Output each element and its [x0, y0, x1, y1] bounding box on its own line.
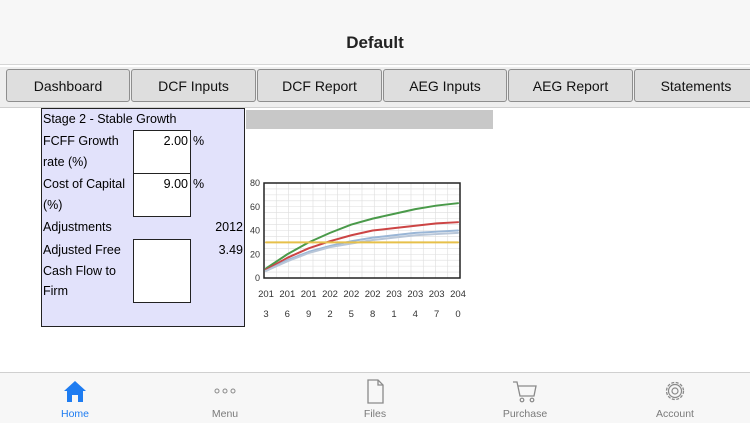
bottom-tab-bar: Home Menu Files Purchase Account	[0, 372, 750, 423]
series-line-1	[265, 202, 459, 270]
adjusted-fcf-label-line2: Cash Flow to	[43, 264, 116, 278]
page-title: Default	[346, 33, 404, 52]
x-tick-label-bottom: 6	[285, 309, 290, 320]
nav-menu-label: Menu	[211, 408, 239, 420]
x-tick-label-top: 203	[429, 289, 445, 300]
nav-menu[interactable]: Menu	[150, 373, 300, 423]
x-tick-label-top: 201	[279, 289, 295, 300]
gear-icon	[665, 381, 685, 401]
fcff-growth-label-line2: rate (%)	[43, 155, 88, 169]
nav-files-label: Files	[363, 408, 387, 420]
nav-files[interactable]: Files	[300, 373, 450, 423]
x-tick-label-top: 202	[343, 289, 359, 300]
home-icon	[64, 381, 86, 402]
nav-account-label: Account	[656, 408, 694, 420]
y-tick-label: 80	[250, 178, 260, 188]
series-line-3	[265, 229, 459, 272]
tab-bar: Dashboard DCF Inputs DCF Report AEG Inpu…	[0, 67, 750, 108]
x-tick-label-bottom: 1	[391, 309, 396, 320]
x-tick-label-top: 203	[407, 289, 423, 300]
x-tick-label-bottom: 4	[413, 309, 418, 320]
series-line-2	[265, 221, 459, 271]
adjusted-fcf-label-line1: Adjusted Free	[43, 243, 121, 257]
nav-account[interactable]: Account	[600, 373, 750, 423]
x-tick-label-bottom: 9	[306, 309, 311, 320]
tab-aeg-report[interactable]: AEG Report	[508, 69, 633, 102]
tab-statements[interactable]: Statements	[634, 69, 750, 102]
x-tick-label-top: 201	[301, 289, 317, 300]
plot-frame	[263, 182, 461, 279]
x-tick-label-bottom: 0	[455, 309, 460, 320]
tab-aeg-inputs[interactable]: AEG Inputs	[383, 69, 507, 102]
more-icon	[214, 388, 236, 394]
adjustments-label: Adjustments	[43, 220, 112, 234]
nav-home[interactable]: Home	[0, 373, 150, 423]
x-tick-label-bottom: 5	[349, 309, 354, 320]
top-navigation-bar: Default	[0, 0, 750, 65]
tab-dcf-inputs[interactable]: DCF Inputs	[131, 69, 256, 102]
coc-percent-sign: %	[193, 177, 205, 191]
x-tick-label-top: 202	[365, 289, 381, 300]
adjusted-fcf-amount: 3.49	[218, 243, 243, 257]
fcff-growth-label-line1: FCFF Growth	[43, 134, 119, 148]
cost-of-capital-input[interactable]: 9.00	[133, 173, 191, 217]
tab-dcf-report[interactable]: DCF Report	[257, 69, 382, 102]
panel-heading: Stage 2 - Stable Growth	[43, 112, 177, 126]
cost-of-capital-label-line1: Cost of Capital	[43, 177, 125, 191]
cost-of-capital-label-line2: (%)	[43, 198, 63, 212]
fcff-growth-input[interactable]: 2.00	[133, 130, 191, 174]
adjusted-fcf-input[interactable]	[133, 239, 191, 303]
x-tick-label-bottom: 3	[263, 309, 268, 320]
x-tick-label-bottom: 2	[327, 309, 332, 320]
adjusted-fcf-label-line3: Firm	[43, 284, 68, 298]
x-tick-label-bottom: 7	[434, 309, 439, 320]
fcff-percent-sign: %	[193, 134, 205, 148]
x-tick-label-bottom: 8	[370, 309, 375, 320]
y-tick-label: 40	[250, 226, 260, 236]
file-icon	[367, 379, 384, 404]
stable-growth-panel: Stage 2 - Stable Growth FCFF Growth rate…	[41, 108, 245, 327]
y-tick-label: 0	[255, 273, 260, 283]
nav-purchase-label: Purchase	[502, 408, 548, 420]
y-tick-label: 20	[250, 249, 260, 259]
section-header-bar	[246, 110, 493, 129]
x-tick-label-top: 202	[322, 289, 338, 300]
x-tick-label-top: 204	[450, 289, 466, 300]
x-tick-label-top: 203	[386, 289, 402, 300]
tab-dashboard[interactable]: Dashboard	[6, 69, 130, 102]
y-tick-label: 60	[250, 202, 260, 212]
nav-home-label: Home	[60, 408, 89, 420]
adjustments-year: 2012	[215, 220, 243, 234]
nav-purchase[interactable]: Purchase	[450, 373, 600, 423]
cart-icon	[513, 381, 537, 403]
x-tick-label-top: 201	[258, 289, 274, 300]
